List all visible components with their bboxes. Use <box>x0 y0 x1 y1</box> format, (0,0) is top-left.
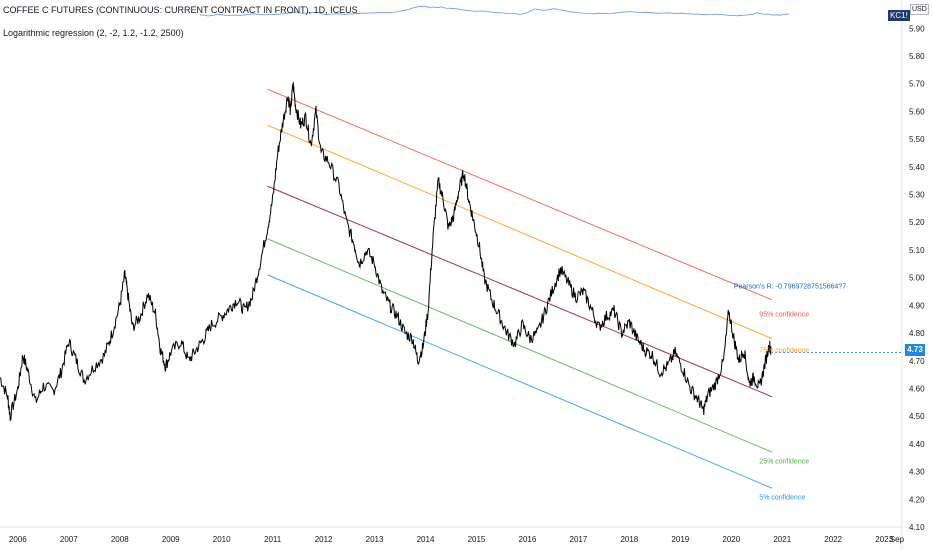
x-tick-label: 2023 <box>875 535 893 544</box>
x-tick-label: 2006 <box>9 535 27 544</box>
x-tick-label: 2016 <box>519 535 537 544</box>
x-tick-label: 2009 <box>162 535 180 544</box>
y-tick-label: 4.70 <box>909 357 925 366</box>
price-series-line <box>0 82 772 422</box>
y-tick-label: 5.00 <box>909 274 925 283</box>
ticker-title: COFFEE C FUTURES (CONTINUOUS: CURRENT CO… <box>3 5 358 15</box>
y-tick-label: 4.90 <box>909 301 925 310</box>
x-tick-label: 2008 <box>111 535 129 544</box>
annotation-label: Pearson's R: -0.79697287515664?7 <box>734 284 846 291</box>
x-tick-label: 2011 <box>264 535 282 544</box>
indicator-label[interactable]: Logarithmic regression (2, -2, 1.2, -1.2… <box>3 28 184 38</box>
y-tick-label: 4.40 <box>909 440 925 449</box>
regression-band-line <box>267 88 773 301</box>
x-tick-label: 2021 <box>773 535 791 544</box>
y-tick-label: 5.90 <box>909 24 925 33</box>
x-tick-label: 2017 <box>570 535 588 544</box>
x-tick-label: 2007 <box>60 535 78 544</box>
x-tick-label: 2014 <box>417 535 435 544</box>
x-tick-label: Sep <box>890 535 905 544</box>
regression-band-line <box>267 274 773 489</box>
y-tick-label: 4.30 <box>909 468 925 477</box>
y-tick-label: 5.80 <box>909 52 925 61</box>
x-tick-label: 2018 <box>620 535 638 544</box>
symbol-badge: KC1! <box>888 10 910 21</box>
y-tick-label: 4.80 <box>909 329 925 338</box>
y-tick-label: 5.70 <box>909 80 925 89</box>
y-tick-label: 5.40 <box>909 163 925 172</box>
x-tick-label: 2015 <box>468 535 486 544</box>
overview-minimap <box>199 5 790 17</box>
currency-badge: USD <box>910 4 929 15</box>
annotation-label: 95% confidence <box>759 311 809 318</box>
y-tick-label: 5.60 <box>909 107 925 116</box>
x-tick-label: 2022 <box>824 535 842 544</box>
x-tick-label: 2013 <box>366 535 384 544</box>
y-tick-label: 4.20 <box>909 495 925 504</box>
y-tick-label: 5.10 <box>909 246 925 255</box>
regression-band-line <box>267 185 773 398</box>
x-tick-label: 2020 <box>722 535 740 544</box>
annotation-label: 25% confidence <box>759 458 809 465</box>
regression-band-line <box>267 124 773 340</box>
y-tick-label: 4.10 <box>909 523 925 532</box>
y-tick-label: 4.60 <box>909 384 925 393</box>
annotation-label: 5% confidence <box>759 494 805 501</box>
x-tick-label: 2019 <box>671 535 689 544</box>
y-tick-label: 4.50 <box>909 412 925 421</box>
y-tick-label: 5.20 <box>909 218 925 227</box>
annotation-label: 75% confidence <box>759 347 809 354</box>
y-tick-label: 5.30 <box>909 191 925 200</box>
x-tick-label: 2012 <box>315 535 333 544</box>
regression-band-line <box>267 238 773 453</box>
last-price-badge: 4.73 <box>905 344 925 356</box>
x-tick-label: 2010 <box>213 535 231 544</box>
y-tick-label: 5.50 <box>909 135 925 144</box>
